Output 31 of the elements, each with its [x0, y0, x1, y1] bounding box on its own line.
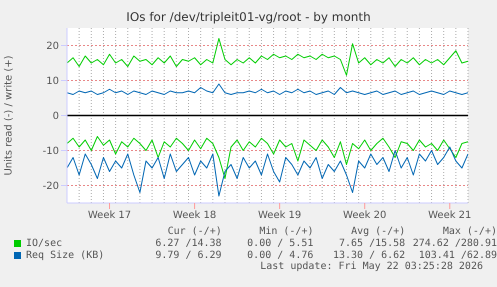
text: 0.00 / 4.76 [246, 250, 314, 260]
text: Avg (-/+) [350, 226, 406, 237]
text: 0.00 / 5.51 [246, 238, 314, 248]
text: Max (-/+) [442, 226, 497, 237]
line-series [67, 84, 468, 95]
text: Last update: Fri May 22 03:25:28 2026 [259, 261, 484, 272]
text: 7.65 /15.58 [338, 238, 406, 248]
x-tick-label: Week 18 [172, 210, 216, 222]
y-axis-title: Units read (-) / write (+) [4, 55, 15, 176]
text: 6.27 /14.38 [154, 238, 222, 248]
y-tick-label: 0 [52, 111, 59, 122]
x-tick-label: Week 21 [428, 210, 472, 222]
line-series [67, 38, 468, 76]
text: 274.62 /280.91 [412, 238, 497, 248]
y-tick-label: 10 [46, 76, 59, 88]
x-tick-label: Week 19 [258, 210, 302, 222]
x-tick-label: Week 17 [88, 210, 132, 222]
legend-label: IO/sec [26, 238, 64, 248]
chart-title: IOs for /dev/tripleit01-vg/root - by month [125, 10, 372, 24]
text: 103.41 /62.89 [418, 250, 497, 260]
y-tick-label: -20 [42, 181, 59, 192]
line-series [67, 146, 468, 196]
legend-label: Req Size (KB) [26, 250, 106, 260]
text: 9.79 / 6.29 [154, 250, 222, 260]
text: 13.30 / 6.62 [332, 250, 406, 260]
y-tick-label: -10 [42, 146, 59, 158]
line-series [67, 136, 468, 179]
y-tick-label: 20 [46, 41, 59, 52]
x-tick-label: Week 20 [343, 210, 386, 222]
text: Cur (-/+) [166, 226, 222, 237]
text: Min (-/+) [258, 226, 314, 237]
